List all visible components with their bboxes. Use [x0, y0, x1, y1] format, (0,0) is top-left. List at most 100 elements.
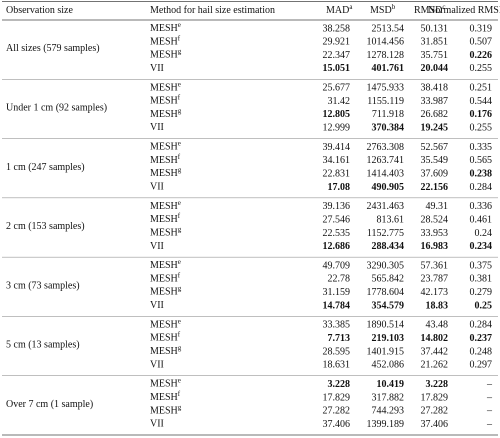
cell-value: 27.546 [323, 214, 351, 225]
superscript: g [178, 344, 182, 352]
cell-value: 31.851 [421, 37, 449, 48]
cell-value: 1263.741 [367, 155, 405, 166]
cell-value: 1778.604 [367, 287, 405, 298]
method: MESHe [150, 198, 181, 212]
cell-value: 0.24 [475, 228, 493, 239]
column-header-text: RMSD [414, 5, 442, 16]
cell-value: 31.159 [323, 287, 351, 298]
cell-value: – [486, 406, 493, 417]
method: MESHg [150, 47, 182, 61]
superscript: f [178, 330, 181, 338]
method-text: MESH [150, 346, 178, 357]
method-text: MESH [150, 406, 178, 417]
cell-value: 0.335 [470, 142, 493, 153]
method: VII [150, 241, 164, 252]
superscript: g [178, 106, 182, 114]
cell-value: 34.161 [323, 155, 351, 166]
column-header: MSDb [370, 3, 396, 17]
method-text: VII [150, 419, 164, 430]
column-header-text: MAD [326, 5, 349, 16]
method: MESHf [150, 212, 181, 226]
cell-value: 288.434 [372, 241, 405, 252]
column-header: Observation size [6, 5, 73, 16]
method-text: MESH [150, 260, 178, 271]
cell-value: 38.258 [323, 23, 351, 34]
cell-value: 490.905 [372, 182, 405, 193]
cell-value: 38.418 [421, 83, 449, 94]
method: MESHf [150, 271, 181, 285]
cell-value: 0.238 [470, 168, 493, 179]
method-text: MESH [150, 379, 178, 390]
superscript: c [442, 3, 445, 11]
superscript: e [178, 317, 181, 325]
cell-value: 31.42 [328, 96, 351, 107]
group-label: Under 1 cm (92 samples) [6, 103, 107, 114]
superscript: f [178, 271, 181, 279]
cell-value: 0.255 [470, 63, 493, 74]
cell-value: 19.245 [421, 122, 449, 133]
cell-value: 22.78 [328, 274, 351, 285]
cell-value: 35.751 [421, 50, 449, 61]
method: MESHe [150, 376, 181, 390]
cell-value: 23.787 [421, 274, 449, 285]
method-text: VII [150, 63, 164, 74]
method-text: MESH [150, 392, 178, 403]
cell-value: 33.953 [421, 228, 449, 239]
cell-value: 0.319 [470, 23, 493, 34]
cell-value: 0.461 [470, 214, 493, 225]
group-label: 2 cm (153 samples) [6, 221, 85, 232]
column-header-text: MSD [370, 5, 392, 16]
superscript: a [349, 3, 353, 11]
cell-value: 14.784 [323, 300, 351, 311]
cell-value: 1278.128 [367, 50, 405, 61]
cell-value: 17.829 [421, 392, 449, 403]
cell-value: 3290.305 [367, 260, 405, 271]
superscript: f [178, 152, 181, 160]
cell-value: 29.921 [323, 37, 351, 48]
method-text: MESH [150, 201, 178, 212]
method: MESHe [150, 21, 181, 35]
cell-value: 33.385 [323, 320, 351, 331]
cell-value: 39.414 [323, 142, 351, 153]
method: MESHg [150, 344, 182, 358]
method: MESHe [150, 80, 181, 94]
superscript: e [178, 198, 181, 206]
cell-value: 50.131 [421, 23, 449, 34]
cell-value: 1014.456 [367, 37, 405, 48]
cell-value: 1399.189 [367, 419, 405, 430]
superscript: g [178, 284, 182, 292]
cell-value: 20.044 [421, 63, 449, 74]
superscript: g [178, 166, 182, 174]
method-text: VII [150, 182, 164, 193]
cell-value: 37.406 [421, 419, 449, 430]
cell-value: 0.25 [475, 300, 493, 311]
method: MESHf [150, 34, 181, 48]
method: MESHg [150, 225, 182, 239]
cell-value: 27.282 [421, 406, 449, 417]
method: MESHe [150, 139, 181, 153]
group-label: All sizes (579 samples) [6, 43, 100, 54]
method: VII [150, 122, 164, 133]
method: VII [150, 419, 164, 430]
cell-value: 22.156 [421, 182, 449, 193]
cell-value: 22.831 [323, 168, 351, 179]
cell-value: 0.176 [470, 109, 493, 120]
cell-value: 16.983 [421, 241, 449, 252]
superscript: g [178, 225, 182, 233]
superscript: e [178, 139, 181, 147]
cell-value: 57.361 [421, 260, 449, 271]
cell-value: 3.228 [328, 379, 351, 390]
cell-value: 28.524 [421, 214, 449, 225]
cell-value: 711.918 [372, 109, 404, 120]
method: MESHe [150, 258, 181, 272]
cell-value: 219.103 [372, 333, 405, 344]
column-header: RMSDc [414, 3, 445, 17]
method-text: MESH [150, 109, 178, 120]
cell-value: 37.442 [421, 346, 449, 357]
cell-value: 22.535 [323, 228, 351, 239]
cell-value: 15.051 [323, 63, 351, 74]
cell-value: 354.579 [372, 300, 405, 311]
group-label: 3 cm (73 samples) [6, 280, 80, 291]
group-label: Over 7 cm (1 sample) [6, 399, 93, 410]
cell-value: 25.677 [323, 83, 351, 94]
